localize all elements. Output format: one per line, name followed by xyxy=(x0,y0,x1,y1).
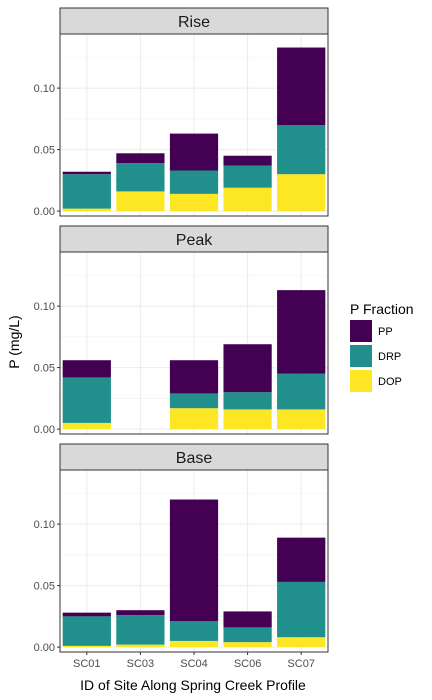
legend-label-pp: PP xyxy=(378,326,393,338)
panel-rise: Rise 0.00 0.05 0.10 xyxy=(34,7,329,218)
facet-strip-label: Rise xyxy=(178,14,210,31)
bar-base-sc04-dop xyxy=(169,640,219,648)
y-tick-label: 0.05 xyxy=(34,363,55,375)
legend-items: PP DRP DOP xyxy=(350,320,402,392)
bar-rise-sc03-dop xyxy=(116,191,165,212)
bar-base-sc06-dop xyxy=(223,642,272,648)
y-tick-label: 0.05 xyxy=(34,581,55,593)
facet-strip xyxy=(59,7,329,35)
facet-strip xyxy=(59,443,329,471)
legend-label-dop: DOP xyxy=(378,376,402,388)
y-tick-label: 0.00 xyxy=(34,642,55,654)
bar-base-sc07-drp xyxy=(277,581,326,638)
bar-rise-sc01-drp xyxy=(62,174,111,209)
y-tick-label: 0.00 xyxy=(34,424,55,436)
bar-base-sc01-dop xyxy=(62,645,111,648)
x-tick-label-sc04: SC04 xyxy=(180,658,208,670)
panel-border xyxy=(59,33,329,217)
bars xyxy=(62,290,326,430)
x-tick-label-sc06: SC06 xyxy=(234,658,262,670)
bar-peak-sc07-pp xyxy=(277,290,326,374)
facet-strip-label: Base xyxy=(176,450,213,467)
legend: P Fraction PP DRP DOP xyxy=(350,301,414,392)
x-tick-label-sc07: SC07 xyxy=(287,658,315,670)
x-axis-title: ID of Site Along Spring Creek Profile xyxy=(80,677,306,693)
facet-panels: Rise 0.00 0.05 0.10 Peak 0.00 0.05 0.10 Base 0.00… xyxy=(34,7,329,654)
panel-peak: Peak 0.00 0.05 0.10 xyxy=(34,225,329,436)
y-tick-label: 0.05 xyxy=(34,145,55,157)
bar-rise-sc03-drp xyxy=(116,163,165,192)
bar-peak-sc04-pp xyxy=(169,360,219,394)
bar-rise-sc06-drp xyxy=(223,165,272,188)
y-tick-label: 0.00 xyxy=(34,206,55,218)
bar-base-sc03-pp xyxy=(116,610,165,616)
bars xyxy=(62,47,326,212)
legend-key-dop xyxy=(350,370,372,392)
legend-key-pp xyxy=(350,320,372,342)
bar-rise-sc04-dop xyxy=(169,193,219,212)
bar-rise-sc06-pp xyxy=(223,155,272,166)
bar-peak-sc01-pp xyxy=(62,360,111,378)
bar-base-sc06-pp xyxy=(223,611,272,628)
bar-base-sc06-drp xyxy=(223,627,272,643)
bar-rise-sc07-pp xyxy=(277,47,326,126)
legend-key-drp xyxy=(350,345,372,367)
bar-rise-sc04-drp xyxy=(169,170,219,194)
y-axis-title: P (mg/L) xyxy=(6,315,22,368)
y-tick-label: 0.10 xyxy=(34,519,55,531)
bar-peak-sc01-dop xyxy=(62,422,111,430)
bar-base-sc07-pp xyxy=(277,537,326,582)
bar-peak-sc07-dop xyxy=(277,409,326,430)
bar-peak-sc06-pp xyxy=(223,344,272,393)
bar-peak-sc04-drp xyxy=(169,393,219,409)
bar-rise-sc07-dop xyxy=(277,174,326,212)
bar-rise-sc01-dop xyxy=(62,208,111,212)
bar-base-sc01-pp xyxy=(62,612,111,617)
legend-label-drp: DRP xyxy=(378,351,401,363)
legend-title: P Fraction xyxy=(350,301,414,317)
y-axis: 0.00 0.05 0.10 xyxy=(34,301,60,436)
bar-peak-sc07-drp xyxy=(277,373,326,410)
y-axis: 0.00 0.05 0.10 xyxy=(34,519,60,654)
x-tick-label-sc03: SC03 xyxy=(127,658,155,670)
bar-rise-sc06-dop xyxy=(223,187,272,212)
bar-rise-sc07-drp xyxy=(277,125,326,175)
facet-strip xyxy=(59,225,329,253)
bar-base-sc03-dop xyxy=(116,644,165,648)
bar-base-sc04-drp xyxy=(169,621,219,641)
bar-peak-sc01-drp xyxy=(62,377,111,423)
bar-base-sc04-pp xyxy=(169,499,219,622)
facet-strip-label: Peak xyxy=(176,232,213,249)
bar-base-sc03-drp xyxy=(116,615,165,645)
bar-base-sc01-drp xyxy=(62,616,111,646)
panel-border xyxy=(59,251,329,435)
y-axis: 0.00 0.05 0.10 xyxy=(34,83,60,218)
bar-rise-sc04-pp xyxy=(169,133,219,171)
bar-peak-sc04-dop xyxy=(169,408,219,430)
x-tick-label-sc01: SC01 xyxy=(73,658,101,670)
x-axis: SC01 SC03 SC04 SC06 SC07 xyxy=(73,652,315,670)
bar-rise-sc01-pp xyxy=(62,171,111,175)
y-tick-label: 0.10 xyxy=(34,301,55,313)
bar-base-sc07-dop xyxy=(277,637,326,648)
bars xyxy=(62,499,326,648)
bar-peak-sc06-dop xyxy=(223,409,272,430)
bar-rise-sc03-pp xyxy=(116,153,165,164)
bar-peak-sc06-drp xyxy=(223,392,272,410)
y-tick-label: 0.10 xyxy=(34,83,55,95)
panel-base: Base 0.00 0.05 0.10 xyxy=(34,443,329,654)
